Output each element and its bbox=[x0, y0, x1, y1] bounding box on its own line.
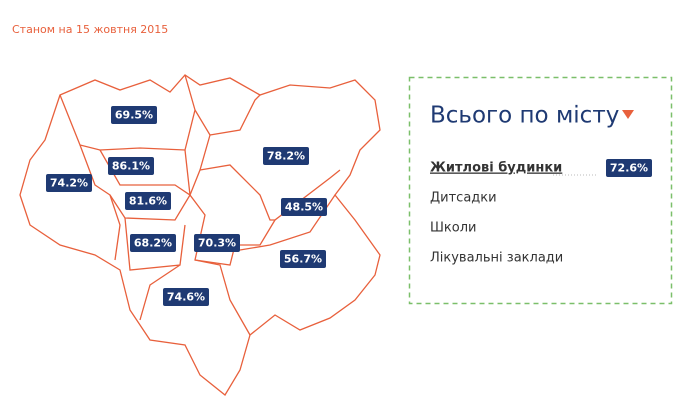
total-badge: 72.6% bbox=[606, 159, 652, 177]
total-value: 72.6% bbox=[610, 162, 648, 175]
district-value: 56.7% bbox=[284, 253, 322, 266]
district-value: 70.3% bbox=[198, 237, 236, 250]
badge-bg bbox=[263, 147, 309, 165]
panel-title[interactable]: Всього по місту bbox=[430, 103, 619, 129]
district-value: 86.1% bbox=[112, 160, 150, 173]
panel-border bbox=[408, 76, 673, 305]
badge-bg bbox=[125, 192, 171, 210]
dropdown-arrow[interactable] bbox=[622, 110, 634, 119]
district-badge[interactable]: 81.6% bbox=[125, 192, 171, 210]
map-outlines bbox=[19, 74, 381, 396]
badge-bg bbox=[108, 157, 154, 175]
district-badge[interactable]: 69.5% bbox=[111, 106, 157, 124]
menu-item[interactable]: Лікувальні заклади bbox=[430, 251, 563, 266]
badge-bg bbox=[46, 174, 92, 192]
district-badge[interactable]: 74.2% bbox=[46, 174, 92, 192]
menu-item-active[interactable]: Житлові будинки bbox=[430, 161, 562, 176]
menu-item[interactable]: Школи bbox=[430, 221, 476, 236]
district-value: 69.5% bbox=[115, 109, 153, 122]
district-badge[interactable]: 86.1% bbox=[108, 157, 154, 175]
district-badge[interactable]: 56.7% bbox=[280, 250, 326, 268]
district-badge[interactable]: 74.6% bbox=[163, 288, 209, 306]
date: Станом на 15 жовтня 2015 bbox=[12, 23, 168, 36]
district-value: 78.2% bbox=[267, 150, 305, 163]
district-badge[interactable]: 48.5% bbox=[281, 198, 327, 216]
badge-bg bbox=[280, 250, 326, 268]
district-value: 74.6% bbox=[167, 291, 205, 304]
district-badge[interactable]: 68.2% bbox=[130, 234, 176, 252]
badge-bg bbox=[163, 288, 209, 306]
badge-bg bbox=[111, 106, 157, 124]
district-value: 48.5% bbox=[285, 201, 323, 214]
menu-item[interactable]: Дитсадки bbox=[430, 191, 497, 206]
district-value: 68.2% bbox=[134, 237, 172, 250]
district-value: 74.2% bbox=[50, 177, 88, 190]
district-badge[interactable]: 70.3% bbox=[194, 234, 240, 252]
badge-bg bbox=[130, 234, 176, 252]
badge-bg bbox=[194, 234, 240, 252]
district-value: 81.6% bbox=[129, 195, 167, 208]
badge-bg bbox=[281, 198, 327, 216]
district-badge[interactable]: 78.2% bbox=[263, 147, 309, 165]
